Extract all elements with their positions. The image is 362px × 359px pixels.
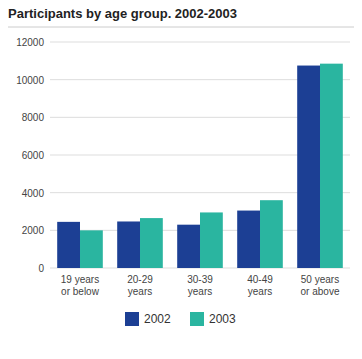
- x-tick-label-line: 20-29: [127, 274, 153, 285]
- x-tick-label-line: or below: [61, 286, 100, 297]
- bar: [80, 230, 103, 268]
- x-tick-label-line: 19 years: [61, 274, 99, 285]
- x-tick-label-line: years: [248, 286, 272, 297]
- x-tick-label-line: or above: [301, 286, 340, 297]
- grid-line: [50, 42, 350, 43]
- legend-swatch: [190, 312, 204, 326]
- grid: [50, 42, 350, 268]
- x-tick-label: 50 yearsor above: [301, 274, 340, 297]
- page: {"chart_data": {"type": "bar", "title": …: [0, 0, 362, 359]
- x-tick-label-line: 30-39: [187, 274, 213, 285]
- x-tick-label: 30-39years: [187, 274, 213, 297]
- bar: [57, 222, 80, 268]
- bar: [297, 66, 320, 268]
- title: Participants by age group. 2002-2003: [8, 6, 237, 21]
- chart-container: Participants by age group. 2002-2003 0 200…: [0, 0, 362, 359]
- x-tick-label: 19 yearsor below: [61, 274, 100, 297]
- bar: [200, 212, 223, 268]
- x-tick-label: 20-29years: [127, 274, 153, 297]
- title-rule: [8, 27, 354, 28]
- legend: 2002 2003: [125, 312, 236, 326]
- y-tick-label: 2000: [22, 225, 45, 236]
- y-tick-label: 10000: [16, 75, 44, 86]
- y-tick-label: 4000: [22, 188, 45, 199]
- legend-label: 2003: [209, 312, 236, 326]
- legend-swatch: [125, 312, 139, 326]
- bar: [177, 225, 200, 268]
- x-tick-label-line: years: [188, 286, 212, 297]
- bar: [320, 64, 343, 268]
- y-tick-label: 6000: [22, 150, 45, 161]
- chart: Participants by age group. 2002-2003 0 200…: [0, 0, 362, 359]
- bar: [237, 211, 260, 268]
- x-tick-label-line: 40-49: [247, 274, 273, 285]
- y-tick-label: 8000: [22, 112, 45, 123]
- y-tick-label: 0: [38, 263, 44, 274]
- bars: [57, 64, 343, 268]
- legend-label: 2002: [144, 312, 171, 326]
- bar: [140, 218, 163, 268]
- x-tick-label-line: years: [128, 286, 152, 297]
- x-tick-label: 40-49years: [247, 274, 273, 297]
- bar: [260, 200, 283, 268]
- y-tick-label: 12000: [16, 37, 44, 48]
- bar: [117, 221, 140, 268]
- x-tick-label-line: 50 years: [301, 274, 339, 285]
